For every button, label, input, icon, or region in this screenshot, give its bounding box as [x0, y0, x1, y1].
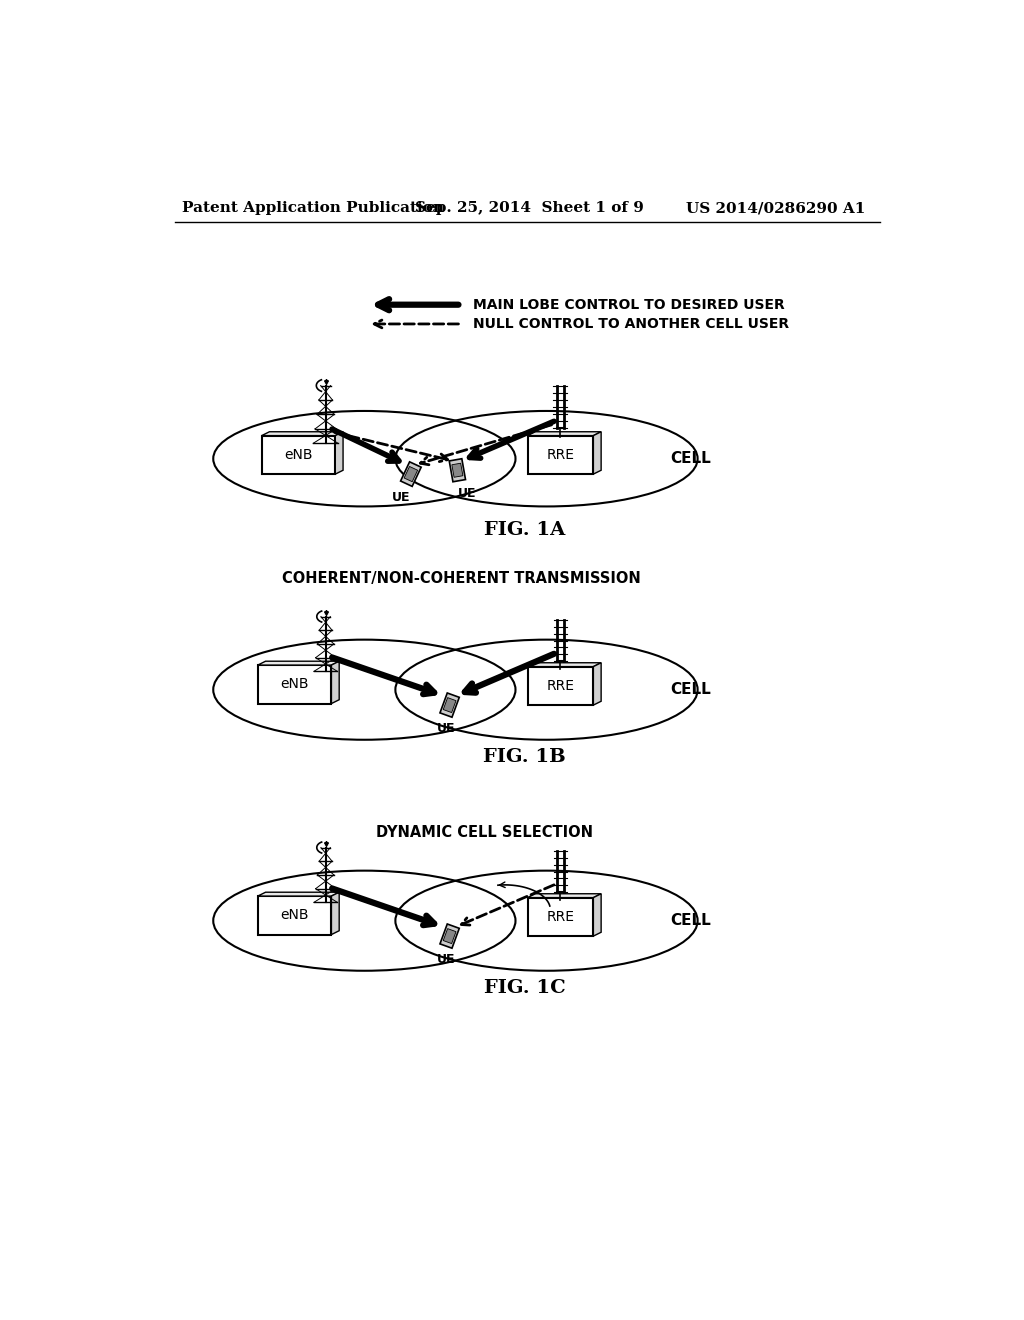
- Text: RRE: RRE: [547, 909, 574, 924]
- Text: US 2014/0286290 A1: US 2014/0286290 A1: [686, 202, 865, 215]
- Text: eNB: eNB: [281, 677, 309, 692]
- Polygon shape: [258, 892, 339, 896]
- Text: NULL CONTROL TO ANOTHER CELL USER: NULL CONTROL TO ANOTHER CELL USER: [473, 317, 790, 331]
- Polygon shape: [404, 466, 418, 482]
- Text: UE: UE: [458, 487, 476, 500]
- Text: RRE: RRE: [547, 678, 574, 693]
- Polygon shape: [400, 462, 421, 486]
- Text: COHERENT/NON-COHERENT TRANSMISSION: COHERENT/NON-COHERENT TRANSMISSION: [282, 570, 641, 586]
- Polygon shape: [332, 892, 339, 935]
- Text: CELL: CELL: [671, 451, 712, 466]
- Text: Sep. 25, 2014  Sheet 1 of 9: Sep. 25, 2014 Sheet 1 of 9: [415, 202, 644, 215]
- Text: UE: UE: [436, 953, 455, 966]
- Bar: [258, 665, 332, 704]
- Text: DYNAMIC CELL SELECTION: DYNAMIC CELL SELECTION: [376, 825, 593, 840]
- Polygon shape: [443, 928, 456, 944]
- Polygon shape: [440, 693, 460, 717]
- Polygon shape: [332, 661, 339, 704]
- Bar: [258, 896, 332, 935]
- Text: eNB: eNB: [285, 447, 312, 462]
- Text: FIG. 1A: FIG. 1A: [484, 521, 565, 540]
- Polygon shape: [593, 663, 601, 705]
- Polygon shape: [593, 894, 601, 936]
- Text: CELL: CELL: [671, 913, 712, 928]
- Polygon shape: [593, 432, 601, 474]
- Text: RRE: RRE: [547, 447, 574, 462]
- Polygon shape: [335, 432, 343, 474]
- Bar: [527, 898, 593, 936]
- Text: UE: UE: [436, 722, 455, 735]
- Bar: [262, 436, 335, 474]
- Text: Patent Application Publication: Patent Application Publication: [182, 202, 444, 215]
- Text: eNB: eNB: [281, 908, 309, 923]
- Text: FIG. 1C: FIG. 1C: [484, 979, 565, 998]
- Text: CELL: CELL: [671, 682, 712, 697]
- Text: FIG. 1B: FIG. 1B: [483, 748, 566, 767]
- Polygon shape: [527, 894, 601, 898]
- Polygon shape: [262, 432, 343, 436]
- Polygon shape: [527, 663, 601, 667]
- Polygon shape: [443, 697, 456, 713]
- Text: UE: UE: [392, 491, 411, 504]
- Bar: [527, 436, 593, 474]
- Polygon shape: [452, 463, 463, 478]
- Text: MAIN LOBE CONTROL TO DESIRED USER: MAIN LOBE CONTROL TO DESIRED USER: [473, 298, 784, 312]
- Polygon shape: [450, 459, 466, 482]
- Bar: [527, 667, 593, 705]
- Polygon shape: [527, 432, 601, 436]
- Polygon shape: [258, 661, 339, 665]
- Polygon shape: [440, 924, 460, 948]
